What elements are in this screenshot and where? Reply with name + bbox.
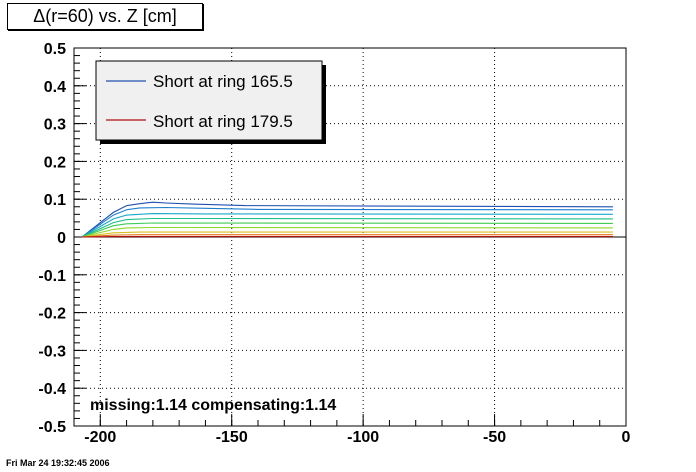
annotation: missing:1.14 compensating:1.14 bbox=[90, 397, 336, 414]
series-line-4 bbox=[81, 217, 613, 238]
y-tick-label: -0.2 bbox=[38, 306, 66, 323]
series-line-6 bbox=[81, 226, 613, 238]
y-tick-label: 0 bbox=[57, 230, 66, 247]
legend-label-2: Short at ring 179.5 bbox=[153, 112, 293, 131]
x-tick-label: -50 bbox=[483, 429, 506, 446]
chart-title: Δ(r=60) vs. Z [cm] bbox=[7, 3, 203, 30]
legend: Short at ring 165.5 Short at ring 179.5 bbox=[95, 60, 326, 144]
series-line-3 bbox=[81, 213, 613, 238]
series-line-5 bbox=[81, 222, 613, 238]
y-tick-label: 0.5 bbox=[44, 41, 66, 58]
timestamp: Fri Mar 24 19:32:45 2006 bbox=[6, 458, 110, 468]
x-tick-label: -150 bbox=[216, 429, 248, 446]
y-axis: 0.5 0.4 0.3 0.2 0.1 0 -0.1 -0.2 -0.3 -0.4 -0.5 bbox=[38, 41, 86, 436]
y-tick-label: 0.1 bbox=[44, 192, 66, 209]
x-axis: -200 -150 -100 -50 0 bbox=[73, 414, 631, 446]
series-line-2 bbox=[81, 206, 613, 238]
y-tick-label: -0.5 bbox=[38, 419, 66, 436]
series-lines bbox=[81, 201, 613, 238]
x-tick-label: -100 bbox=[347, 429, 379, 446]
series-line-8 bbox=[81, 234, 613, 238]
legend-box bbox=[95, 60, 323, 141]
y-tick-label: 0.2 bbox=[44, 154, 66, 171]
y-tick-label: -0.1 bbox=[38, 268, 66, 285]
x-tick-label: -200 bbox=[84, 429, 116, 446]
y-tick-label: 0.3 bbox=[44, 117, 66, 134]
y-tick-label: 0.4 bbox=[44, 79, 66, 96]
y-tick-label: -0.3 bbox=[38, 343, 66, 360]
legend-label-1: Short at ring 165.5 bbox=[153, 72, 293, 91]
y-tick-label: -0.4 bbox=[38, 381, 66, 398]
series-line-7 bbox=[81, 231, 613, 238]
x-tick-label: 0 bbox=[622, 429, 631, 446]
series-line-1 bbox=[81, 201, 613, 238]
